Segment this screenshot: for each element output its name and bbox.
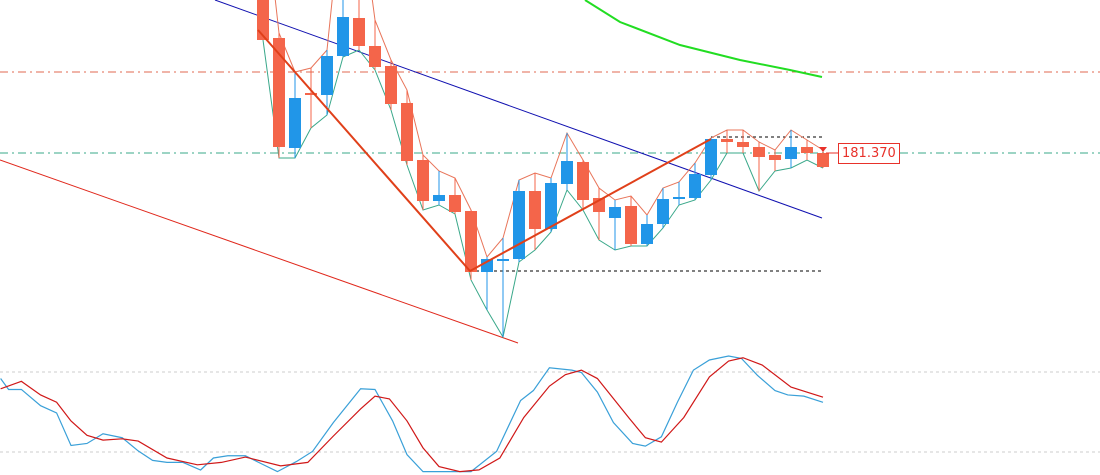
candle — [737, 130, 749, 153]
candle — [465, 210, 477, 280]
candle-body — [385, 66, 397, 104]
candle-body — [641, 224, 653, 244]
candle-body — [289, 98, 301, 148]
candle-body — [801, 147, 813, 153]
channel-line — [0, 159, 519, 344]
candle — [401, 90, 413, 165]
candle — [353, 0, 365, 50]
candle-body — [497, 259, 509, 261]
candle-body — [753, 147, 765, 157]
candle-body — [449, 195, 461, 212]
candle — [721, 130, 733, 153]
candle — [449, 178, 461, 214]
candle — [513, 180, 525, 262]
candle — [529, 173, 541, 250]
candle-body — [721, 139, 733, 142]
candle-body — [817, 153, 829, 167]
candle — [337, 0, 349, 57]
candle-body — [305, 93, 317, 95]
current-price-label: 181.370 — [838, 143, 900, 164]
candle-body — [417, 160, 429, 201]
candle — [577, 160, 589, 210]
candle-body — [545, 183, 557, 229]
candle-body — [513, 191, 525, 259]
candle-body — [737, 142, 749, 147]
candle-body — [577, 162, 589, 200]
candle — [385, 60, 397, 110]
candle-body — [401, 103, 413, 161]
candle — [625, 196, 637, 246]
candle — [497, 238, 509, 337]
candle — [433, 171, 445, 205]
candle-body — [561, 161, 573, 184]
candle — [801, 140, 813, 160]
candle-body — [321, 56, 333, 95]
candle-body — [257, 0, 269, 40]
candle — [289, 72, 301, 158]
candle-body — [353, 18, 365, 46]
candle-body — [609, 207, 621, 218]
candle-body — [673, 197, 685, 199]
candle — [273, 33, 285, 158]
candle — [689, 163, 701, 200]
candle-body — [785, 147, 797, 159]
candle-body — [465, 211, 477, 272]
oscillator-main-line — [0, 355, 824, 473]
moving-average-line — [584, 0, 823, 78]
candle — [257, 0, 269, 40]
candle — [417, 155, 429, 210]
candle — [817, 150, 829, 168]
candle-body — [625, 206, 637, 244]
candle — [769, 150, 781, 171]
candle — [321, 50, 333, 115]
candle — [753, 142, 765, 191]
price-arrow-icon — [819, 147, 827, 152]
zigzag-line — [257, 29, 712, 273]
candle — [369, 20, 381, 70]
oscillator-signal-line — [0, 357, 824, 473]
candle — [609, 200, 621, 250]
lower-envelope-line — [262, 39, 824, 339]
candle — [305, 68, 317, 128]
candle-body — [657, 199, 669, 224]
descending-trendline — [214, 0, 823, 219]
candle — [705, 138, 717, 180]
candle-body — [273, 38, 285, 147]
candle — [785, 130, 797, 168]
candle-body — [337, 17, 349, 56]
candle — [657, 188, 669, 228]
candle-body — [705, 139, 717, 175]
candle-body — [433, 195, 445, 201]
candle-body — [529, 191, 541, 229]
candle — [561, 133, 573, 190]
candle — [545, 178, 557, 232]
candle — [641, 215, 653, 246]
upper-envelope-line — [274, 0, 824, 258]
candle — [673, 182, 685, 205]
candle-body — [689, 174, 701, 198]
candle-body — [769, 155, 781, 160]
candle-body — [369, 46, 381, 67]
